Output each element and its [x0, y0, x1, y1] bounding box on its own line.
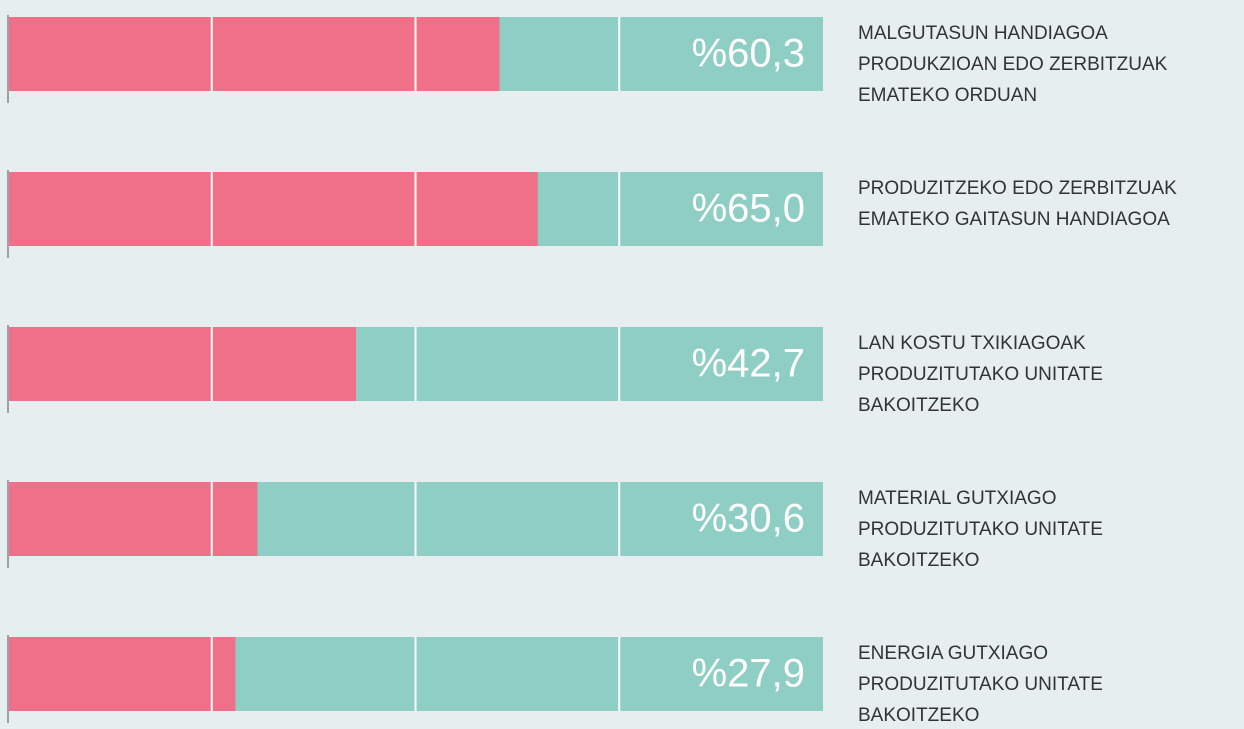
category-label: EMATEKO ORDUAN [858, 85, 1037, 106]
category-label: PRODUZITUTAKO UNITATE [858, 364, 1103, 385]
value-label: %42,7 [692, 342, 805, 386]
value-label: %60,3 [692, 32, 805, 76]
value-label: %27,9 [692, 652, 805, 696]
value-label: %65,0 [692, 187, 805, 231]
category-label: BAKOITZEKO [858, 395, 979, 416]
bar [8, 172, 538, 246]
category-label: EMATEKO GAITASUN HANDIAGOA [858, 209, 1170, 230]
category-label: PRODUZITZEKO EDO ZERBITZUAK [858, 178, 1177, 199]
bar [8, 482, 258, 556]
category-label: BAKOITZEKO [858, 705, 979, 726]
category-label: BAKOITZEKO [858, 550, 979, 571]
category-label: LAN KOSTU TXIKIAGOAK [858, 333, 1086, 354]
category-label: MATERIAL GUTXIAGO [858, 488, 1056, 509]
category-label: MALGUTASUN HANDIAGOA [858, 23, 1108, 44]
value-label: %30,6 [692, 497, 805, 541]
bar [8, 637, 236, 711]
bar [8, 17, 500, 91]
category-label: PRODUKZIOAN EDO ZERBITZUAK [858, 54, 1168, 75]
bar [8, 327, 357, 401]
category-label: PRODUZITUTAKO UNITATE [858, 674, 1103, 695]
category-label: PRODUZITUTAKO UNITATE [858, 519, 1103, 540]
category-label: ENERGIA GUTXIAGO [858, 643, 1048, 664]
